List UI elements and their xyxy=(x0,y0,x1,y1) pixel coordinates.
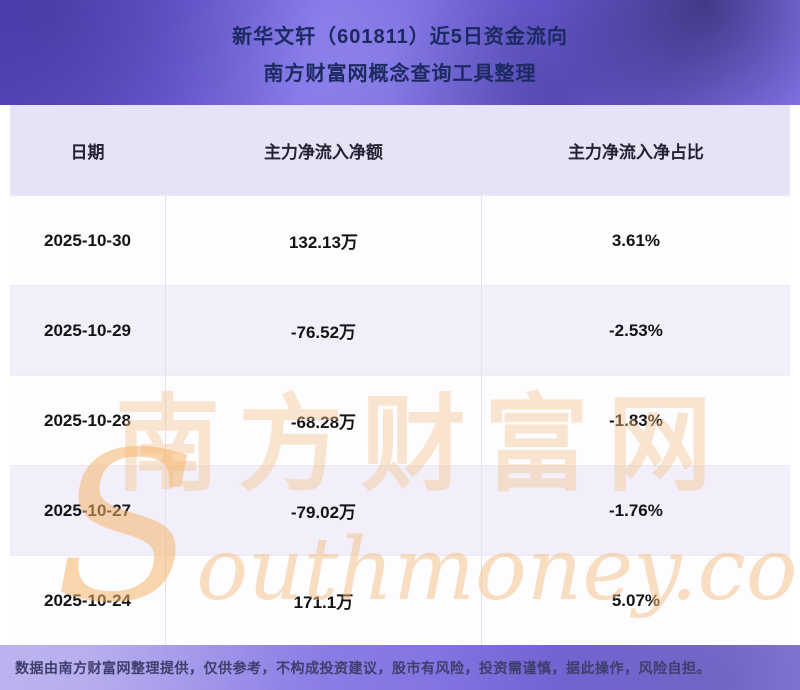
bottom-banner: 数据由南方财富网整理提供，仅供参考，不构成投资建议，股市有风险，投资需谨慎，据此… xyxy=(0,645,800,690)
column-header-inflow: 主力净流入净额 xyxy=(166,105,482,195)
date-cell: 2025-10-28 xyxy=(10,376,166,465)
page-title: 新华文轩（601811）近5日资金流向 xyxy=(232,25,568,48)
ratio-cell: -1.83% xyxy=(609,410,663,430)
ratio-cell: 5.07% xyxy=(611,590,661,610)
inflow-cell: -76.52万 xyxy=(166,286,482,375)
table-row: 2025-10-30 132.13万 3.61% xyxy=(10,195,790,285)
table-row: 2025-10-29 -76.52万 -2.53% xyxy=(10,285,790,375)
ratio-cell: -2.53% xyxy=(609,320,663,340)
disclaimer-text: 数据由南方财富网整理提供，仅供参考，不构成投资建议，股市有风险，投资需谨慎，据此… xyxy=(15,659,711,676)
date-cell: 2025-10-24 xyxy=(10,556,166,645)
top-banner: 新华文轩（601811）近5日资金流向 南方财富网概念查询工具整理 xyxy=(0,0,800,105)
date-cell: 2025-10-30 xyxy=(10,196,166,285)
ratio-cell: -1.76% xyxy=(609,500,663,520)
table-header-row: 日期 主力净流入净额 主力净流入净占比 xyxy=(10,105,790,195)
inflow-cell: 171.1万 xyxy=(166,556,482,645)
date-cell: 2025-10-29 xyxy=(10,286,166,375)
inflow-cell: -68.28万 xyxy=(166,376,482,465)
column-header-date: 日期 xyxy=(10,105,166,195)
inflow-cell: -79.02万 xyxy=(166,466,482,555)
table-row: 2025-10-28 -68.28万 -1.83% xyxy=(10,375,790,465)
column-header-ratio: 主力净流入净占比 xyxy=(567,142,704,162)
fund-flow-table: 日期 主力净流入净额 主力净流入净占比 2025-10-30 132.13万 3… xyxy=(10,105,790,645)
inflow-cell: 132.13万 xyxy=(166,196,482,285)
table-row: 2025-10-24 171.1万 5.07% xyxy=(10,555,790,645)
page-subtitle: 南方财富网概念查询工具整理 xyxy=(263,62,537,85)
date-cell: 2025-10-27 xyxy=(10,466,166,555)
table-row: 2025-10-27 -79.02万 -1.76% xyxy=(10,465,790,555)
ratio-cell: 3.61% xyxy=(611,230,661,250)
